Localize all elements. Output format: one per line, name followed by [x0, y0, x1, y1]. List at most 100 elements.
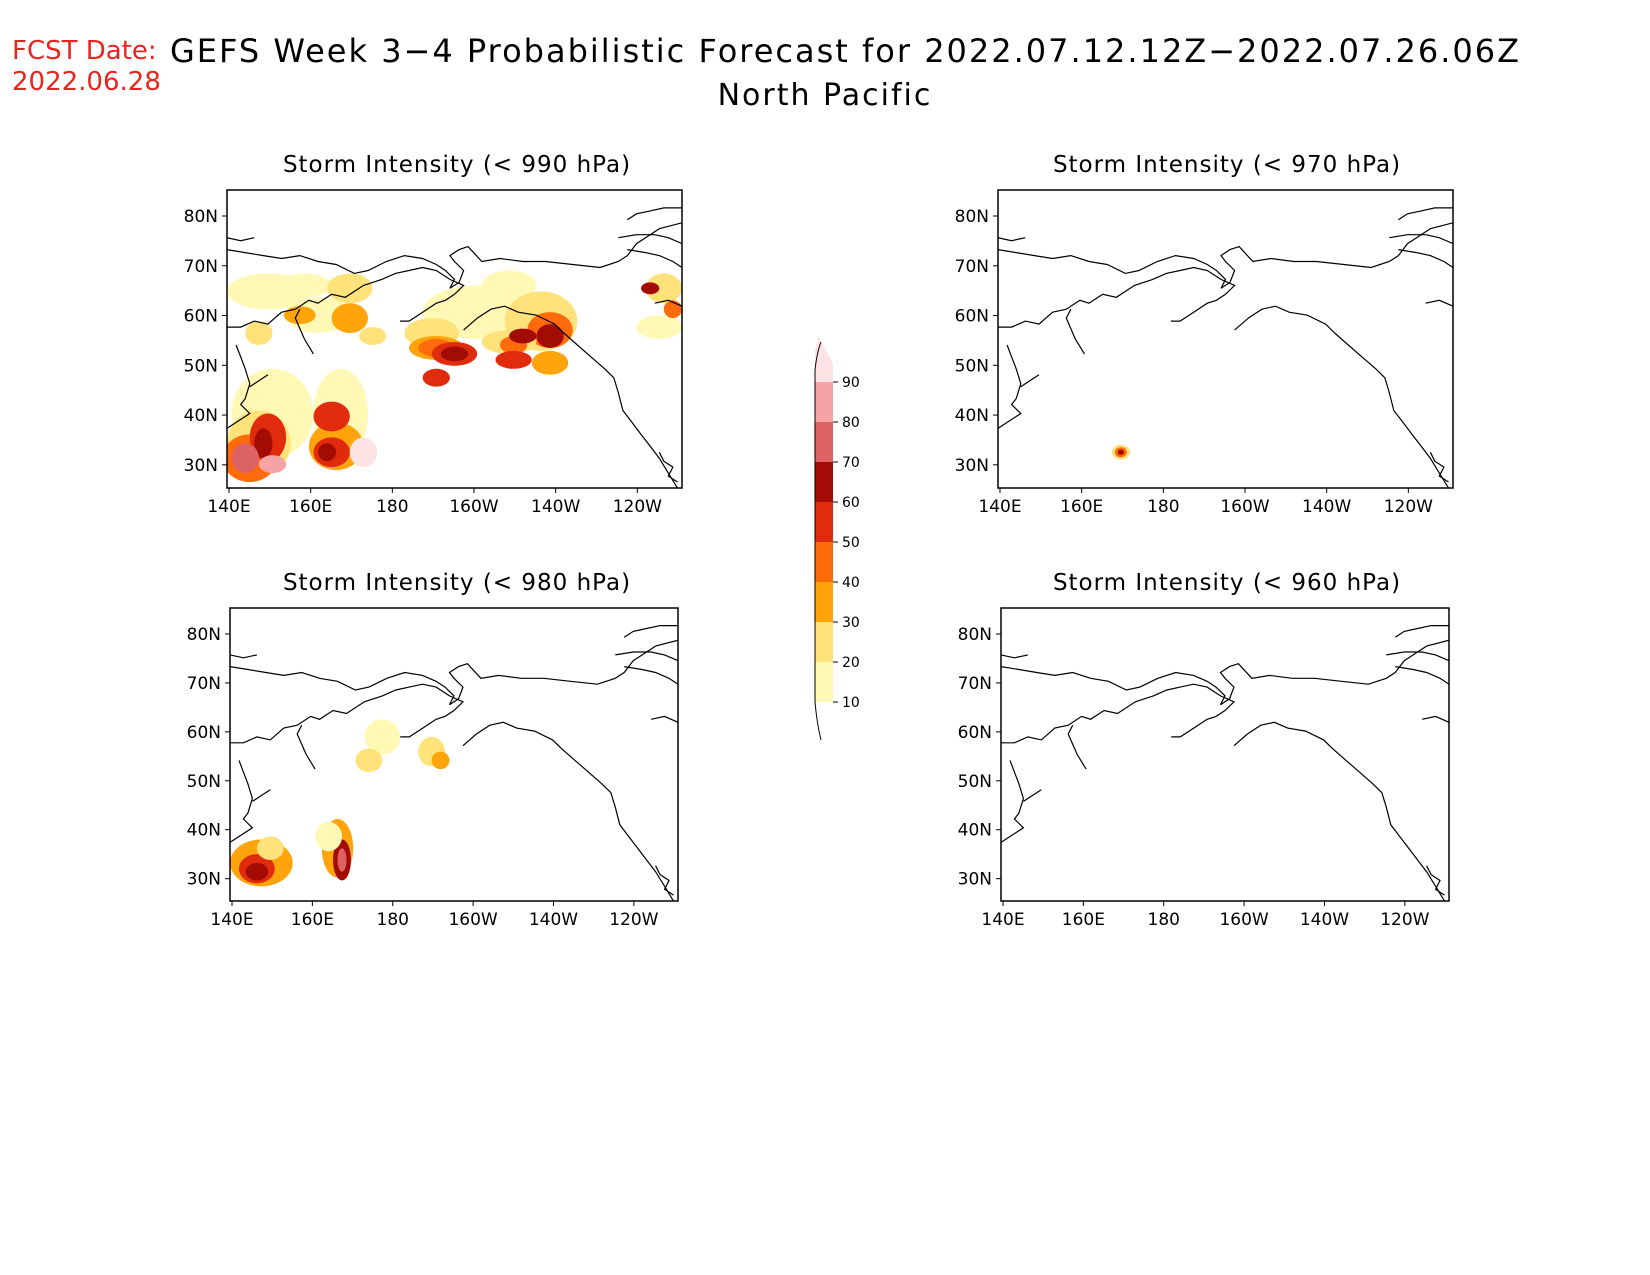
coastline [624, 666, 678, 685]
lat-tick-label: 60N [955, 307, 989, 327]
coastline [1233, 721, 1446, 901]
color-bar-segment [815, 334, 833, 382]
coastline [227, 237, 255, 242]
lat-tick-label: 70N [958, 674, 992, 694]
color-bar-segment [815, 422, 833, 462]
probability-area [245, 862, 269, 881]
coastline [627, 249, 682, 269]
probability-area [254, 428, 273, 459]
probability-area [645, 273, 682, 304]
lon-tick-label: 120W [1380, 910, 1429, 930]
lat-tick-label: 50N [958, 772, 992, 792]
map-frame [1000, 607, 1450, 902]
probability-area [313, 401, 350, 432]
lat-tick-label: 70N [187, 674, 221, 694]
lat-tick-label: 70N [955, 257, 989, 277]
coastline [998, 237, 1026, 242]
coastline [252, 789, 271, 802]
coastline [627, 207, 682, 221]
lat-tick-label: 80N [187, 625, 221, 645]
probability-area [431, 751, 450, 770]
color-bar-label: 10 [842, 695, 860, 711]
color-bar: 10 20 30 40 50 60 70 80 90 [814, 334, 860, 741]
probability-area [277, 273, 332, 298]
coastline [1001, 683, 1236, 744]
panel-title-960: Storm Intensity (< 960 hPa) [1052, 570, 1402, 596]
lon-tick-label: 140W [1302, 497, 1351, 517]
probability-area [536, 324, 564, 348]
color-bar-label: 40 [842, 575, 860, 591]
probability-area [440, 346, 469, 362]
lat-tick-label: 60N [184, 307, 218, 327]
coastline [1389, 234, 1453, 245]
color-bar-label: 90 [842, 375, 860, 391]
color-bar-segment [815, 462, 833, 502]
coastline [618, 234, 682, 245]
lon-tick-label: 160E [1062, 910, 1105, 930]
color-bar-label: 60 [842, 495, 860, 511]
fcst-date: 2022.06.28 [12, 67, 161, 97]
lon-tick-label: 140W [1300, 910, 1349, 930]
coastline [1234, 305, 1450, 488]
color-bar-segment [815, 542, 833, 582]
probability-area [327, 273, 373, 304]
probability-area [531, 350, 569, 375]
coastline [227, 266, 465, 328]
map-frame [226, 189, 683, 489]
coastline [654, 299, 682, 307]
coastline [1001, 760, 1025, 843]
probability-area [1117, 449, 1125, 455]
panel-title-980: Storm Intensity (< 980 hPa) [282, 570, 632, 596]
lat-tick-label: 70N [184, 257, 218, 277]
panel-title-990: Storm Intensity (< 990 hPa) [282, 152, 632, 178]
lat-tick-label: 80N [955, 207, 989, 227]
probability-area [258, 455, 287, 474]
lon-tick-label: 120W [613, 497, 662, 517]
coastline [449, 222, 682, 289]
probability-area [422, 368, 450, 387]
coastline [296, 724, 316, 770]
map-shading [227, 207, 682, 488]
lon-tick-label: 140E [978, 497, 1021, 517]
lon-tick-label: 120W [1384, 497, 1433, 517]
lat-tick-label: 50N [955, 356, 989, 376]
coastline [998, 266, 1236, 328]
probability-area [663, 300, 682, 319]
coastline [1219, 639, 1449, 706]
color-bar-segment [815, 382, 833, 422]
probability-area [355, 748, 383, 773]
probability-area [349, 437, 378, 468]
lat-tick-label: 50N [184, 356, 218, 376]
map-shading [230, 624, 678, 901]
lat-tick-label: 30N [184, 456, 218, 476]
color-bar-label: 30 [842, 615, 860, 631]
lon-tick-label: 160W [448, 910, 497, 930]
probability-area [364, 719, 401, 755]
coastline [1395, 666, 1449, 685]
probability-area [245, 321, 273, 345]
coastline [1001, 666, 1226, 705]
lon-tick-label: 180 [376, 497, 408, 517]
probability-area [636, 315, 682, 339]
probability-area [256, 836, 284, 860]
map-shading [1001, 624, 1449, 901]
lon-tick-label: 160E [1060, 497, 1103, 517]
color-bar-label: 70 [842, 455, 860, 471]
probability-area [231, 443, 259, 474]
forecast-date-label: FCST Date: 2022.06.28 [12, 36, 161, 98]
coastline [1023, 789, 1042, 802]
lon-tick-label: 160W [449, 497, 498, 517]
probability-area [641, 282, 660, 295]
lon-tick-label: 140E [210, 910, 253, 930]
panel-title-970: Storm Intensity (< 970 hPa) [1052, 152, 1402, 178]
lat-tick-label: 60N [187, 723, 221, 743]
coastline [448, 639, 678, 706]
color-bar-segment [815, 662, 833, 702]
lon-tick-label: 180 [1147, 497, 1179, 517]
coastline [230, 666, 455, 705]
lon-tick-label: 160W [1219, 910, 1268, 930]
lat-tick-label: 40N [187, 821, 221, 841]
lon-tick-label: 140E [207, 497, 250, 517]
probability-area [495, 350, 532, 369]
